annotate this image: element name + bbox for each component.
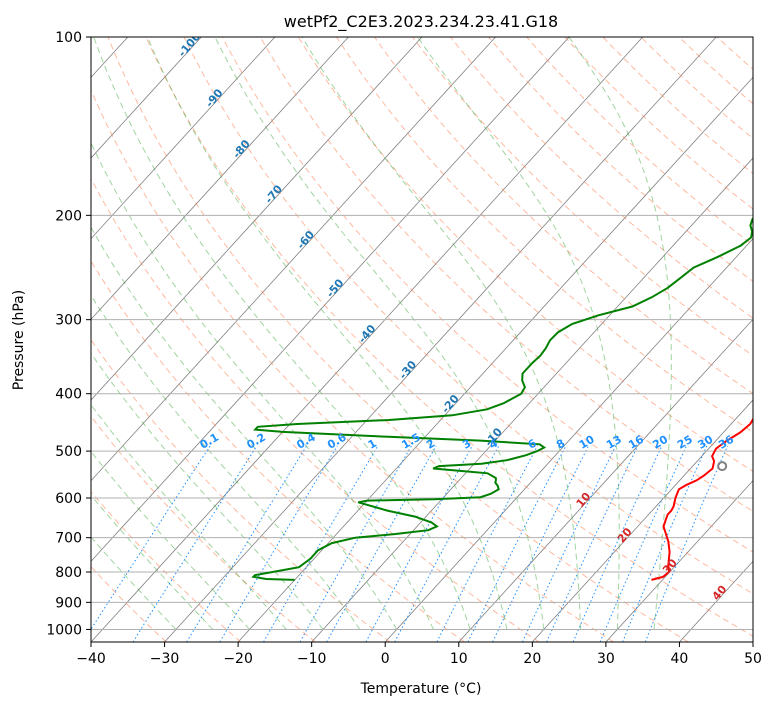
mixing-ratio-line bbox=[326, 445, 437, 642]
moist-adiabat bbox=[91, 352, 324, 630]
y-axis: 1000 900 800 700 600 500 400 300 200 100 bbox=[46, 30, 91, 638]
isotherm-line bbox=[605, 480, 753, 642]
x-tick-label: 30 bbox=[597, 651, 615, 667]
y-tick-label: 900 bbox=[55, 595, 82, 611]
x-axis: −40 −30 −20 −10 0 10 20 30 40 50 bbox=[76, 642, 762, 667]
y-tick-label: 800 bbox=[55, 565, 82, 581]
mixing-ratio-line bbox=[622, 445, 708, 642]
dry-adiabat bbox=[91, 260, 465, 642]
y-tick-label: 1000 bbox=[46, 622, 82, 638]
x-tick-label: 0 bbox=[381, 651, 390, 667]
grid-lines bbox=[91, 37, 753, 630]
x-tick-label: −20 bbox=[223, 651, 253, 667]
y-tick-label: 700 bbox=[55, 531, 82, 547]
moist-adiabat bbox=[214, 37, 545, 630]
plot-frame bbox=[90, 36, 754, 643]
x-tick-label: −10 bbox=[297, 651, 327, 667]
mixing-ratio-line bbox=[436, 445, 538, 642]
y-tick-label: 500 bbox=[55, 444, 82, 460]
x-tick-label: 10 bbox=[450, 651, 468, 667]
y-tick-label: 600 bbox=[55, 491, 82, 507]
y-tick-label: 400 bbox=[55, 387, 82, 403]
y-tick-label: 100 bbox=[55, 30, 82, 46]
mixing-ratio-line bbox=[263, 445, 379, 642]
dry-adiabat bbox=[145, 37, 753, 637]
moist-adiabat bbox=[91, 294, 361, 630]
moist-adiabat bbox=[417, 37, 620, 630]
y-tick-label: 300 bbox=[55, 313, 82, 329]
isotherm-line bbox=[532, 399, 753, 642]
mixing-ratio-line bbox=[186, 445, 308, 642]
isotherm-line bbox=[91, 37, 570, 562]
isotherm-line bbox=[91, 37, 349, 320]
moist-adiabat bbox=[91, 403, 287, 630]
x-tick-label: 20 bbox=[523, 651, 541, 667]
mixing-ratio-line bbox=[91, 445, 211, 631]
ccl-marker bbox=[717, 461, 728, 472]
dry-adiabat bbox=[107, 37, 689, 642]
dry-adiabat bbox=[183, 37, 753, 595]
x-tick-label: −40 bbox=[76, 651, 106, 667]
isotherm-line bbox=[91, 37, 496, 482]
mixing-ratio-line bbox=[599, 445, 687, 642]
isotherm-line bbox=[311, 157, 753, 642]
isotherm-line bbox=[91, 37, 202, 159]
x-tick-label: −30 bbox=[150, 651, 180, 667]
dry-adiabat bbox=[91, 88, 614, 642]
moist-adiabat bbox=[147, 37, 508, 630]
moist-adiabat bbox=[568, 37, 672, 630]
isotherm-line bbox=[91, 37, 423, 401]
isotherm-line bbox=[91, 37, 276, 240]
isotherm-line bbox=[384, 238, 753, 642]
mixing-ratio-line bbox=[219, 445, 338, 642]
x-axis-label: Temperature (°C) bbox=[360, 681, 482, 697]
moist-adiabat bbox=[91, 141, 434, 630]
y-axis-label: Pressure (hPa) bbox=[11, 290, 27, 390]
moist-adiabat bbox=[91, 226, 398, 630]
moist-adiabat bbox=[93, 37, 471, 630]
profiles bbox=[251, 217, 753, 581]
mixing-ratio-line bbox=[467, 445, 567, 642]
moist-adiabat bbox=[301, 37, 582, 630]
isotherm-line bbox=[458, 318, 753, 642]
x-tick-label: 50 bbox=[744, 651, 762, 667]
mixing-ratio-line bbox=[492, 445, 589, 642]
dry-adiabat bbox=[259, 37, 753, 513]
chart-title: wetPf2_C2E3.2023.234.23.41.G18 bbox=[284, 12, 558, 32]
background-lines bbox=[91, 37, 753, 642]
isotherm-line bbox=[237, 76, 753, 642]
y-tick-label: 200 bbox=[55, 208, 82, 224]
x-tick-label: 40 bbox=[671, 651, 689, 667]
isotherm-line bbox=[91, 37, 643, 642]
dewpoint-profile bbox=[251, 217, 753, 581]
dry-adiabat bbox=[91, 565, 167, 642]
dry-adiabat bbox=[91, 490, 242, 642]
dry-adiabat bbox=[221, 37, 753, 553]
dry-adiabat bbox=[91, 415, 316, 642]
dry-adiabat bbox=[91, 339, 391, 642]
dry-adiabat bbox=[450, 37, 753, 319]
mixing-ratio-line bbox=[132, 445, 258, 642]
dry-adiabat bbox=[91, 177, 540, 642]
temperature-profile bbox=[651, 417, 753, 581]
